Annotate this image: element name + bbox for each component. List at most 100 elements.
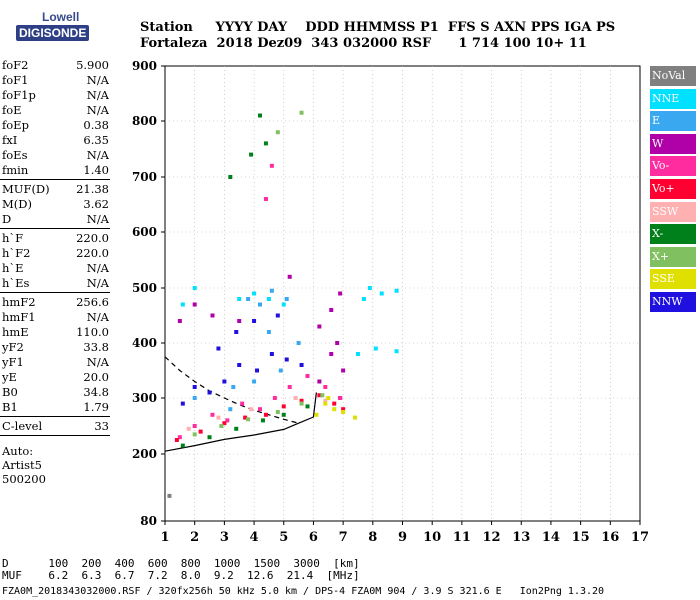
echo-point-x- (275, 130, 280, 135)
param-value: 33.8 (83, 340, 109, 354)
echo-point-ssw (186, 426, 191, 431)
echo-point-e (269, 288, 274, 293)
param-name: fxI (2, 133, 18, 147)
f2-profile-dashed-line (164, 356, 299, 424)
param-row: foF1p N/A (0, 88, 112, 103)
echo-point-vo- (305, 374, 310, 378)
echo-point-w (210, 313, 215, 318)
param-name: foF1 (2, 73, 29, 87)
file-info-line: FZA0M_2018343032000.RSF / 320fx256h 50 k… (2, 586, 605, 597)
echo-point-e (258, 302, 262, 307)
legend-item-w: W (650, 133, 696, 154)
param-value: 3.62 (83, 197, 109, 211)
param-row: foE N/A (0, 103, 112, 118)
echo-point-w (317, 324, 322, 329)
echo-point-x- (263, 141, 268, 146)
param-name: h`F2 (2, 246, 31, 260)
echo-point-x- (299, 110, 304, 115)
y-tick-label: 700 (132, 170, 157, 184)
echo-point-vo- (341, 407, 346, 412)
y-tick-label: 500 (132, 281, 157, 295)
header-labels: Station YYYY DAY DDD HHMMSS P1 FFS S AXN… (140, 20, 616, 35)
param-name: h`E (2, 261, 24, 275)
autoscale-info: Artist5 (2, 458, 42, 472)
param-row: yF2 33.8 (0, 340, 112, 355)
param-value: N/A (86, 88, 109, 102)
echo-point-nnw (269, 352, 274, 356)
param-row: foF2 5.900 (0, 58, 112, 73)
param-value: N/A (86, 103, 109, 117)
station-header: Station YYYY DAY DDD HHMMSS P1 FFS S AXN… (140, 20, 615, 52)
param-name: foEp (2, 118, 29, 132)
param-value: 0.38 (83, 118, 109, 132)
echo-point-vo- (287, 385, 292, 389)
param-row: fmin 1.40 (0, 163, 112, 178)
x-tick-label: 16 (601, 530, 619, 545)
echo-point-nnw (207, 390, 212, 395)
param-row: hmE 110.0 (0, 325, 112, 340)
echo-point-nnw (234, 330, 239, 334)
echo-point-noval (167, 493, 172, 498)
echo-point-sse (332, 407, 337, 412)
logo-line-digisonde: DIGISONDE (16, 25, 90, 41)
echo-point-e (192, 396, 197, 400)
echo-point-x- (228, 175, 233, 179)
param-name: D (2, 212, 12, 226)
param-row: h`F 220.0 (0, 231, 112, 246)
param-divider (0, 228, 110, 229)
echo-point-e (296, 341, 301, 345)
param-divider (0, 179, 110, 180)
echo-point-x- (258, 113, 262, 118)
footer-muf-table: D 100 200 400 600 800 1000 1500 3000 [km… (2, 558, 360, 582)
echo-point-nnw (299, 363, 304, 367)
echo-point-ssw (293, 396, 298, 400)
scaled-parameters-panel: foF2 5.900 foF1 N/A foF1p N/A foE N/A foEp 0.38 fx… (0, 58, 112, 486)
echo-point-vo- (281, 404, 286, 409)
echo-point-w (341, 368, 346, 373)
param-row: foEp 0.38 (0, 118, 112, 133)
echo-point-nnw (255, 368, 260, 373)
echo-point-vo- (174, 438, 179, 442)
echo-point-sse (341, 410, 346, 414)
echo-point-w (317, 379, 322, 384)
param-name: C-level (2, 419, 43, 433)
x-tick-label: 9 (398, 530, 407, 545)
param-name: fmin (2, 163, 29, 177)
echo-point-x- (249, 152, 254, 157)
echo-point-nne (281, 302, 286, 307)
echo-point-sse (323, 401, 328, 406)
echo-point-nne (192, 286, 197, 290)
param-value: N/A (86, 261, 109, 275)
echo-point-vo- (222, 421, 227, 426)
param-row: yF1 N/A (0, 355, 112, 370)
echo-point-x- (260, 418, 265, 423)
param-value: 256.6 (76, 295, 109, 309)
echo-point-w (192, 302, 197, 307)
echo-point-vo- (225, 418, 230, 423)
param-row: h`E N/A (0, 261, 112, 276)
y-tick-label: 300 (132, 391, 157, 405)
echo-point-e (266, 330, 271, 334)
param-value: N/A (86, 73, 109, 87)
y-tick-label: 200 (132, 447, 157, 461)
param-value: 1.40 (83, 163, 109, 177)
param-value: 6.35 (83, 133, 109, 147)
echo-point-w (338, 291, 343, 296)
echo-point-vo- (269, 163, 274, 168)
param-name: yE (2, 370, 17, 384)
echo-point-w (237, 319, 242, 323)
logo-line-lowell: Lowell (42, 10, 80, 24)
echo-point-x- (219, 424, 224, 428)
echo-point-nne (394, 288, 399, 293)
x-tick-label: 11 (453, 530, 471, 545)
x-tick-label: 4 (250, 530, 259, 545)
echo-point-nnw (275, 313, 280, 318)
param-value: N/A (86, 310, 109, 324)
echo-point-w (335, 341, 340, 345)
echo-point-ssw (216, 415, 221, 420)
param-row: hmF1 N/A (0, 310, 112, 325)
echo-point-w (177, 319, 182, 323)
param-name: hmF1 (2, 310, 36, 324)
param-value: 34.8 (83, 385, 109, 399)
param-row: yE 20.0 (0, 370, 112, 385)
